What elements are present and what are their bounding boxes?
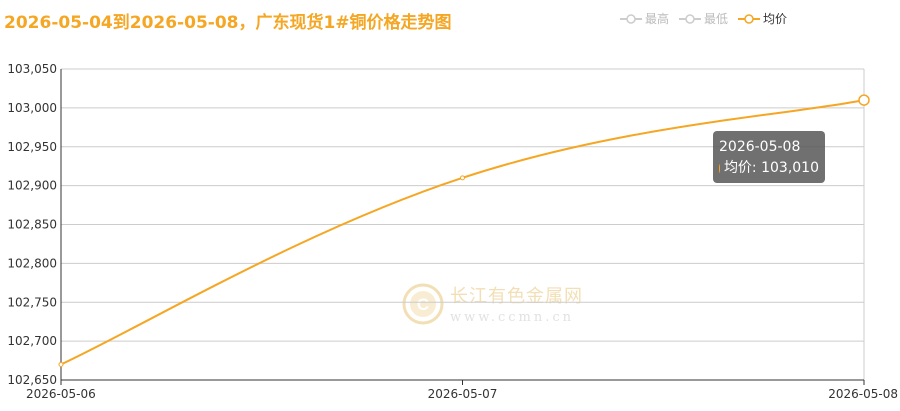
grid-lines (61, 68, 865, 381)
ccmn-logo-icon: C (402, 283, 444, 324)
tooltip-value: 均价: 103,010 (723, 160, 819, 176)
x-tick-label: 2026-05-06 (26, 387, 96, 401)
legend-label: 最高 (645, 12, 670, 26)
legend-marker-icon (738, 13, 761, 24)
x-tick-label: 2026-05-08 (828, 387, 898, 401)
y-tick-label: 102,700 (7, 334, 57, 348)
y-tick-label: 102,800 (7, 256, 57, 270)
y-axis: 102,650 102,700 102,750 102,800 102,850 102,9… (7, 62, 62, 387)
data-point[interactable] (58, 361, 64, 367)
tooltip: 2026-05-08 均价: 103,010 (713, 131, 825, 183)
legend-marker-icon (679, 13, 702, 24)
data-point[interactable] (858, 94, 870, 106)
svg-text:C: C (417, 295, 429, 314)
legend: 最高 最低 均价 (620, 10, 787, 27)
legend-item-max[interactable]: 最高 (620, 10, 669, 27)
y-tick-label: 102,900 (7, 179, 57, 193)
y-tick-label: 102,650 (7, 373, 57, 387)
legend-label: 最低 (704, 12, 729, 26)
series-avg (58, 94, 870, 367)
tooltip-date: 2026-05-08 (719, 139, 801, 155)
legend-item-avg[interactable]: 均价 (738, 10, 787, 27)
watermark-url: www.ccmn.cn (450, 310, 575, 325)
x-tick-label: 2026-05-07 (428, 387, 498, 401)
x-axis: 2026-05-06 2026-05-07 2026-05-08 (26, 379, 898, 401)
y-tick-label: 102,750 (7, 295, 57, 309)
legend-marker-icon (620, 13, 642, 24)
y-tick-label: 103,050 (7, 62, 57, 76)
chart-title: 2026-05-04到2026-05-08，广东现货1#铜价格走势图 (4, 13, 452, 33)
legend-item-min[interactable]: 最低 (679, 10, 728, 27)
y-tick-label: 102,850 (7, 218, 57, 232)
data-point[interactable] (460, 175, 465, 181)
y-tick-label: 103,000 (7, 101, 57, 115)
y-tick-label: 102,950 (7, 140, 57, 154)
legend-label: 均价 (763, 12, 788, 26)
tooltip-marker-icon (719, 164, 720, 173)
